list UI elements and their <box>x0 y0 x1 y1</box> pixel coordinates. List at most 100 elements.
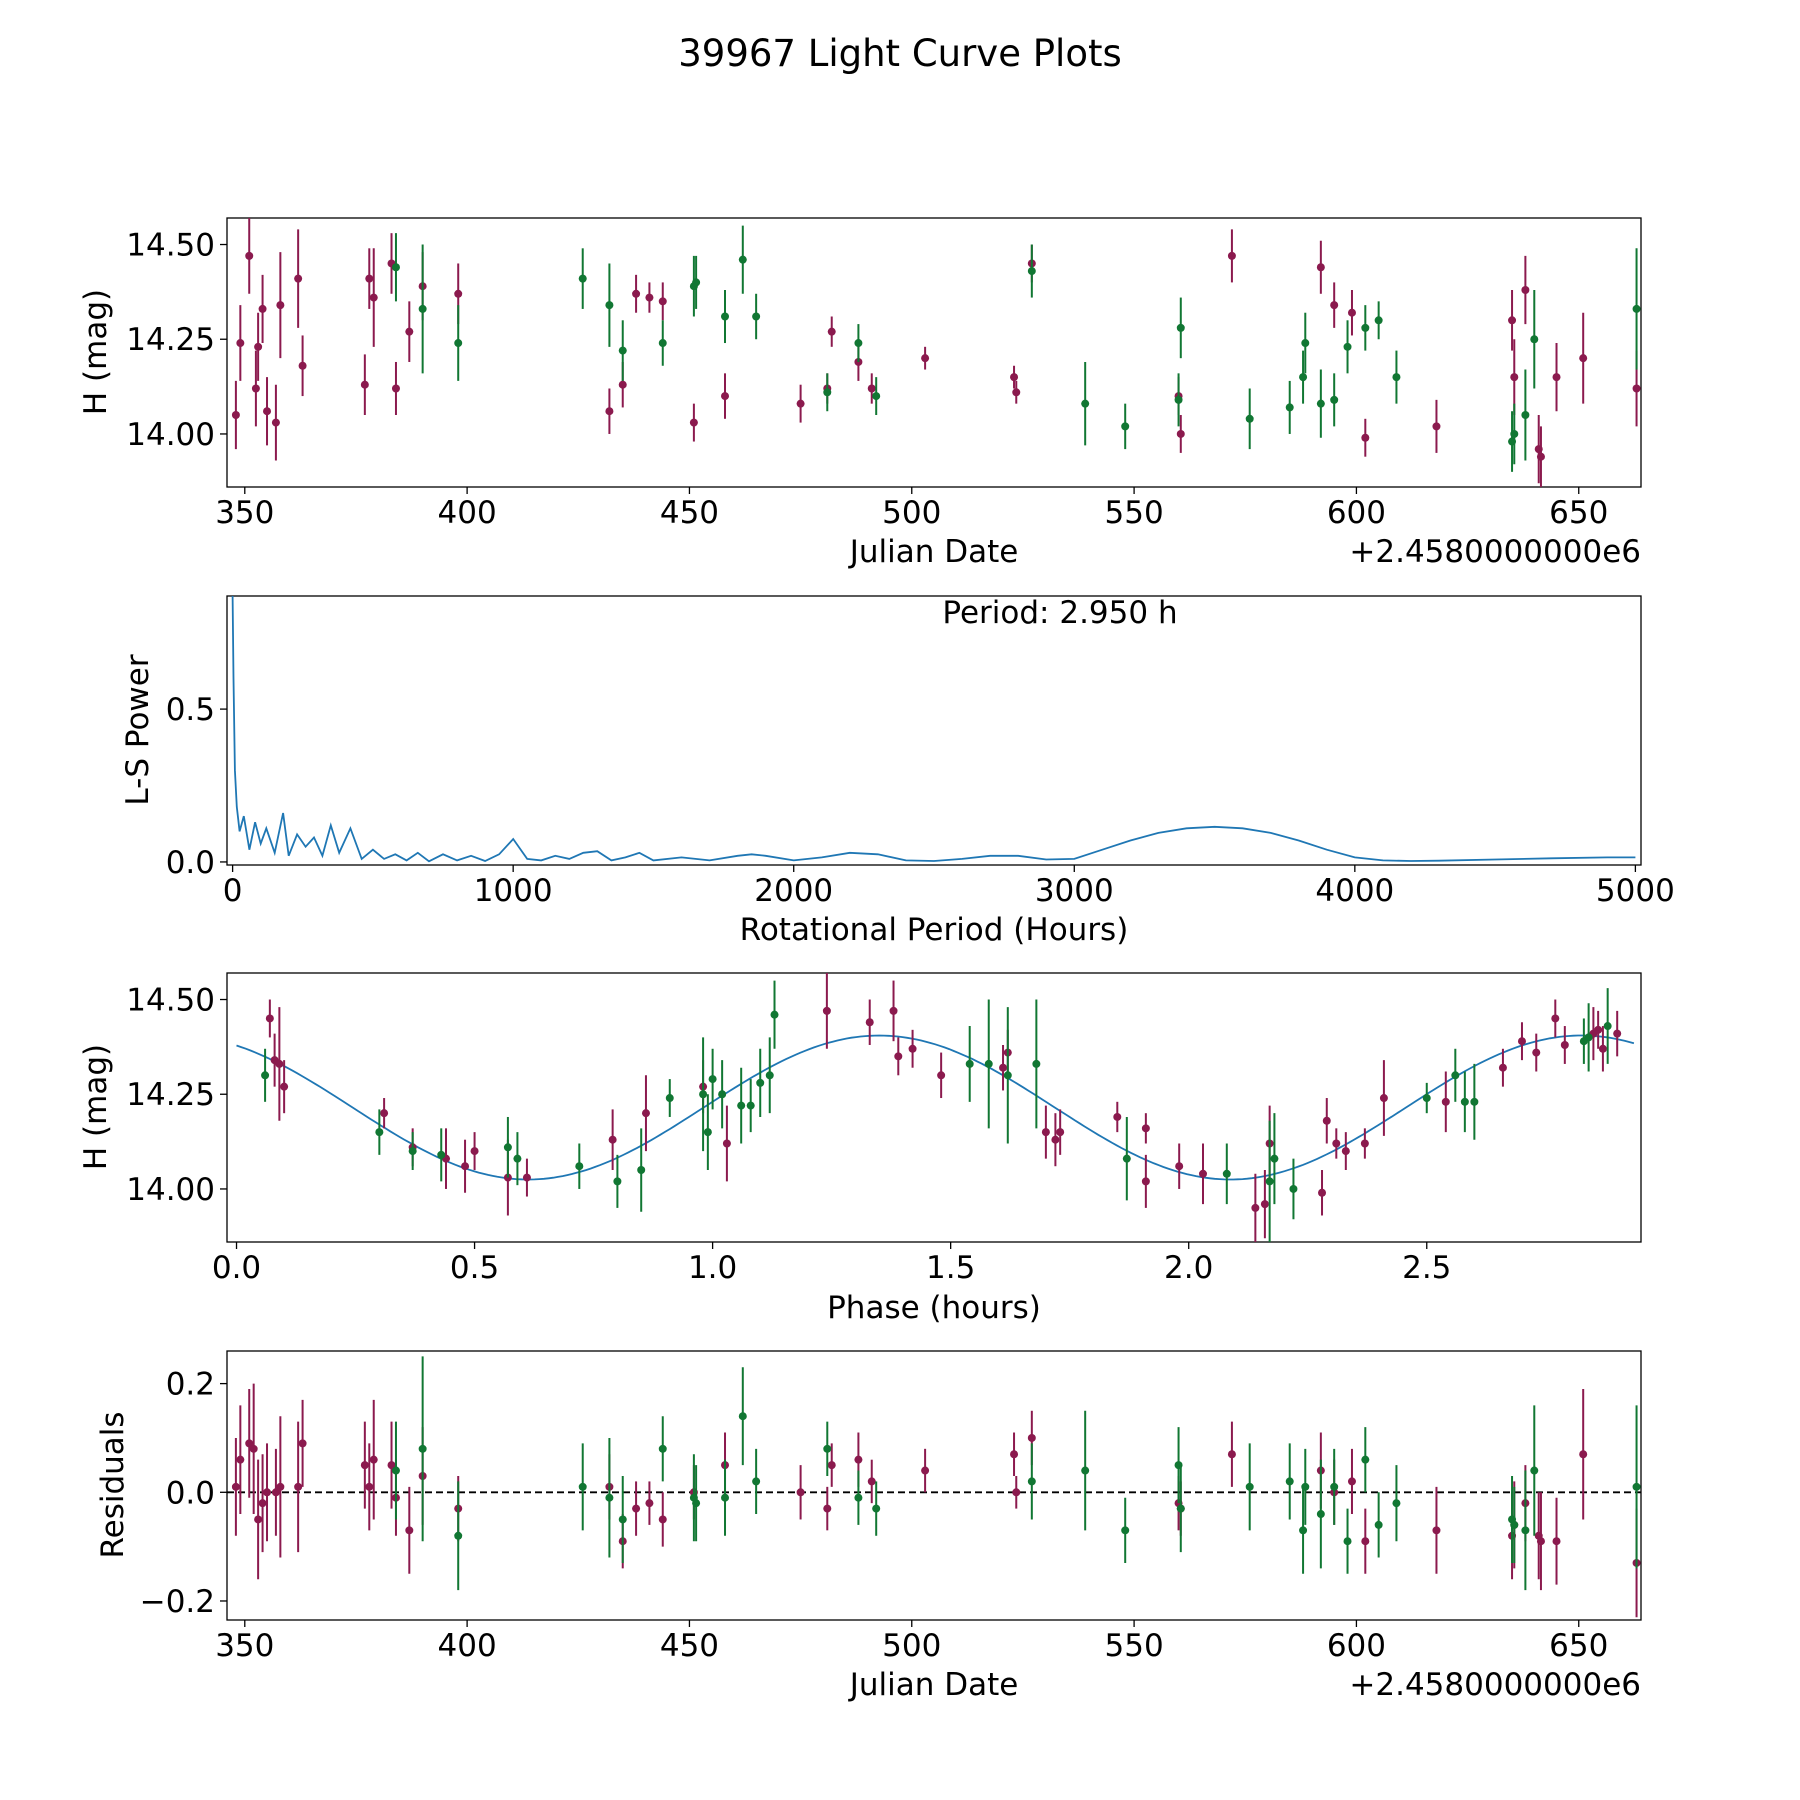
data-point <box>1299 1526 1308 1535</box>
data-point <box>867 1477 876 1486</box>
y-axis-label: H (mag) <box>78 289 114 415</box>
data-marks <box>231 218 1641 487</box>
data-point <box>872 1504 881 1513</box>
data-point <box>380 1109 389 1118</box>
data-point <box>1027 267 1036 276</box>
data-point <box>632 1504 641 1513</box>
data-point <box>254 1515 263 1524</box>
x-tick-label: 350 <box>215 1628 274 1664</box>
x-tick-label: 650 <box>1549 495 1608 531</box>
data-point <box>796 399 805 408</box>
data-point <box>1141 1177 1150 1186</box>
x-axis-offset-label: +2.4580000000e6 <box>1349 534 1641 570</box>
y-tick-label: 14.25 <box>126 1077 215 1113</box>
data-point <box>699 1090 708 1099</box>
data-point <box>275 1059 284 1068</box>
data-point <box>1508 316 1517 325</box>
data-point <box>867 384 876 393</box>
data-point <box>692 278 701 287</box>
y-axis-ticks: 0.0 0.5 <box>166 692 227 881</box>
data-point <box>823 1504 832 1513</box>
data-point <box>578 274 587 283</box>
data-point <box>1176 429 1185 438</box>
data-point <box>738 1412 747 1421</box>
data-point <box>522 1173 531 1182</box>
x-tick-label: 3000 <box>1035 873 1114 909</box>
data-point <box>1392 373 1401 382</box>
y-tick-label: 0.0 <box>166 1475 215 1511</box>
data-point <box>1012 1488 1021 1497</box>
data-point <box>1536 452 1545 461</box>
x-axis-ticks: 0.0 0.5 1.0 1.5 2.0 2.5 <box>212 1242 1451 1286</box>
data-point <box>461 1162 470 1171</box>
data-point <box>658 297 667 306</box>
data-point <box>752 312 761 321</box>
data-point <box>513 1154 522 1163</box>
data-point <box>365 274 374 283</box>
data-point <box>575 1162 584 1171</box>
data-point <box>1299 373 1308 382</box>
data-point <box>854 1493 863 1502</box>
y-tick-label: −0.2 <box>140 1584 215 1620</box>
data-point <box>1379 1094 1388 1103</box>
data-point <box>1251 1203 1260 1212</box>
data-point <box>254 342 263 351</box>
data-point <box>265 1014 274 1023</box>
data-point <box>437 1150 446 1159</box>
data-point <box>1532 1048 1541 1057</box>
data-point <box>1347 308 1356 317</box>
data-point <box>822 1006 831 1015</box>
fit-curve <box>236 1034 1635 1181</box>
x-axis-ticks: 0 1000 2000 3000 4000 5000 <box>223 865 1675 909</box>
y-tick-label: 0.5 <box>166 692 215 728</box>
data-point <box>261 1071 270 1080</box>
data-point <box>1051 1135 1060 1144</box>
panel-periodogram: 0 1000 2000 3000 4000 5000 0.0 0.5 Period: 2.9… <box>120 595 1675 948</box>
data-point <box>1361 323 1370 332</box>
data-point <box>271 418 280 427</box>
x-tick-label: 5000 <box>1596 873 1675 909</box>
data-point <box>618 346 627 355</box>
x-tick-label: 400 <box>438 495 497 531</box>
x-tick-label: 2000 <box>754 873 833 909</box>
data-point <box>1174 395 1183 404</box>
data-point <box>369 293 378 302</box>
data-point <box>1510 1520 1519 1529</box>
data-point <box>1027 1477 1036 1486</box>
data-point <box>1113 1112 1122 1121</box>
data-point <box>658 1515 667 1524</box>
data-point <box>605 1493 614 1502</box>
data-point <box>1330 1482 1339 1491</box>
x-tick-label: 550 <box>1105 1628 1164 1664</box>
panel-residuals: 350 400 450 500 550 600 650 −0.2 0.0 0.2 Julian … <box>95 1350 1642 1703</box>
data-point <box>645 293 654 302</box>
data-point <box>391 263 400 272</box>
data-point <box>503 1143 512 1152</box>
x-tick-label: 450 <box>660 1628 719 1664</box>
data-marks <box>236 973 1635 1242</box>
x-tick-label: 2.0 <box>1164 1250 1213 1286</box>
data-point <box>1361 1537 1370 1546</box>
data-point <box>1175 1162 1184 1171</box>
data-point <box>1510 429 1519 438</box>
data-point <box>1560 1040 1569 1049</box>
data-point <box>1301 339 1310 348</box>
data-point <box>770 1010 779 1019</box>
data-point <box>1318 1188 1327 1197</box>
x-tick-label: 400 <box>438 1628 497 1664</box>
x-axis-ticks: 350 400 450 500 550 600 650 <box>215 487 1608 531</box>
plot-frame <box>226 1350 1642 1621</box>
data-point <box>236 1455 245 1464</box>
data-point <box>231 1482 240 1491</box>
data-point <box>1289 1184 1298 1193</box>
data-point <box>365 1482 374 1491</box>
data-point <box>263 407 272 416</box>
data-point <box>454 289 463 298</box>
data-point <box>251 384 260 393</box>
data-point <box>298 1439 307 1448</box>
x-tick-label: 550 <box>1105 495 1164 531</box>
data-point <box>738 255 747 264</box>
data-point <box>658 339 667 348</box>
data-point <box>1010 373 1019 382</box>
data-point <box>1361 433 1370 442</box>
